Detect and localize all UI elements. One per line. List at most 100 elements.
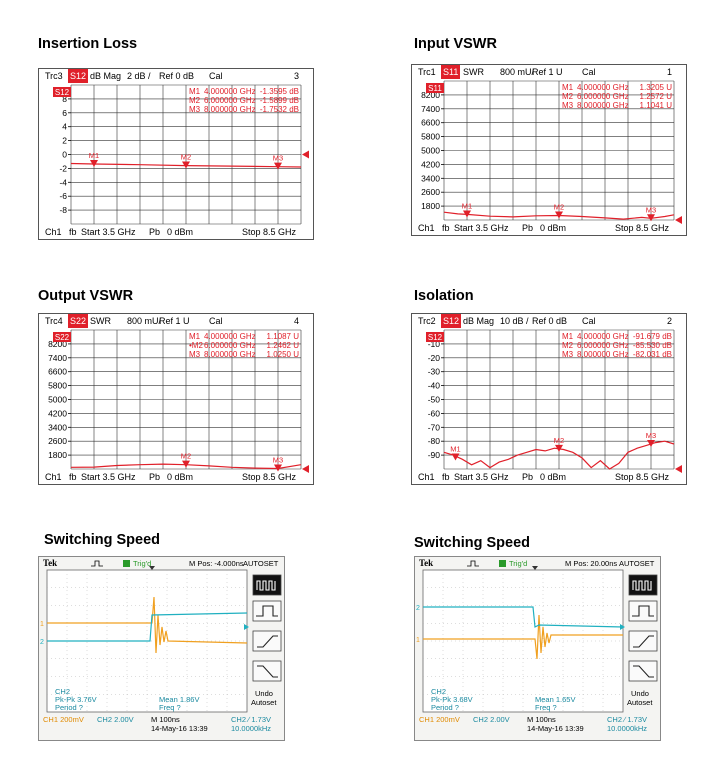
vna-footer-power: 0 dBm [167,472,194,482]
y-tick-label: 4 [62,122,67,132]
y-tick-label: -6 [59,191,67,201]
output-vswr-chart: Trc4 S22 SWR 800 mU/Ref 1 U Cal 4 Ch1 fb Start 3… [38,313,314,485]
vna-header-trc: Trc1 [418,67,436,77]
scope-autoset-button[interactable]: Autoset [251,698,277,707]
scope-brand: Tek [43,558,58,568]
y-tick-label: -80 [428,436,441,446]
scope-1-graphics: 12 [40,560,282,713]
scope-freq: Freq ? [535,703,557,712]
vna-header-param: S12 [68,69,89,83]
marker-triangle [182,460,190,468]
scope-autoset-button[interactable]: Autoset [627,698,653,707]
grid [70,329,302,470]
vna-footer-pb: Pb [149,472,161,482]
vna-header-trc: Trc2 [418,316,436,326]
input-vswr-chart: Trc1 S11 SWR 800 mU/Ref 1 U Cal 1 Ch1 fb Start 3… [411,64,687,236]
marker-table-value: -1.7532 dB [260,105,299,114]
vna-plot: 8200 7400 6600 5800 5000 4200 3400 2600 1800 S22 M… [48,329,309,473]
marker-table-freq: 6.000000 GHz [577,341,629,350]
marker-label: M1 [450,444,460,453]
ch1-marker: 1 [40,621,44,628]
marker-table-name: M3 [562,101,574,110]
vna-header-num: 4 [294,316,300,326]
scope-ch2-label: CH2 [431,687,447,696]
trigger-position-marker [532,566,538,570]
vna-footer: Ch1 fb Start 3.5 GHz Pb 0 dBm Stop 8.5 GHz [39,225,313,239]
marker-label: M2 [181,452,191,461]
y-tick-label: 5000 [48,395,67,405]
scope-trig-status: Trig'd [509,559,528,568]
vna-header-trc: Trc4 [45,316,63,326]
switching-speed-title-2: Switching Speed [414,535,531,551]
input-vswr-title: Input VSWR [414,36,497,52]
marker-table-freq: 8.000000 GHz [577,101,629,110]
marker-label: M2 [554,202,564,211]
marker-table-name: M3 [189,350,201,359]
vna-header-param: S22 [68,314,89,328]
scope-ch2-scale: CH2 2.00V [97,715,134,724]
vna-header-scale: 10 dB / [500,316,529,326]
marker-triangle [647,214,655,222]
vna-header-fmt: dB Mag [90,71,122,81]
trace-tag-bg [53,332,71,342]
marker-triangle [451,453,460,461]
marker-triangle [647,439,655,447]
scope-undo[interactable]: Undo [631,689,649,698]
trace-tag-label: S11 [428,84,442,93]
marker-table-value: 1.1087 U [267,332,300,341]
vna-header-ref: Ref 0 dB [159,71,195,81]
scope-autoset-label: AUTOSET [243,559,279,568]
marker-triangle [274,464,282,472]
marker-table-value: -91.679 dB [633,332,672,341]
vna-footer-stop: Stop 8.5 GHz [615,472,670,482]
insertion-loss-title: Insertion Loss [38,36,138,52]
y-tick-label: 6600 [421,118,440,128]
scope-undo[interactable]: Undo [255,689,273,698]
y-tick-label: 8 [62,94,67,104]
marker-table-name: M3 [562,350,574,359]
y-tick-label: 5000 [421,146,440,156]
vna-footer: Ch1 fb Start 3.5 GHz Pb 0 dBm Stop 8.5 GHz [39,470,313,484]
y-tick-label: 4200 [421,159,440,169]
vna-header-cal: Cal [582,316,596,326]
vna-footer-start: Start 3.5 GHz [454,223,509,233]
trigger-position-marker [149,566,155,570]
trace-tag: S12 [53,87,71,97]
trace-tag-bg [53,87,71,97]
scope-trig-freq: 10.0000kHz [231,724,272,733]
marker-table-value: 1.3205 U [640,83,673,92]
trigger-level-marker [620,624,625,630]
scope-trig-status: Trig'd [133,559,152,568]
trigger-level-marker [244,624,249,630]
vna-footer-stop: Stop 8.5 GHz [242,472,297,482]
marker-triangle [274,162,282,170]
marker-table-name: M1 [189,332,201,341]
marker-table-value: -85.530 dB [633,341,672,350]
reference-arrow [302,150,309,159]
vna-header-num: 3 [294,71,300,81]
trace-tag-bg [426,332,444,342]
y-tick-label: -8 [59,205,67,215]
y-tick-label: 8200 [48,339,67,349]
y-tick-label: 1800 [421,201,440,211]
vna-footer-pb: Pb [522,223,534,233]
scope-mpos: M Pos: -4.000ns [189,559,244,568]
ch1-marker: 1 [416,637,420,644]
scope-mean: Mean 1.86V [159,695,200,704]
vna-header: Trc1 S11 SWR 800 mU/Ref 1 U Cal 1 [412,65,686,79]
vna-footer-start: Start 3.5 GHz [81,472,136,482]
scope-mpos: M Pos: 20.00ns [565,559,618,568]
y-tick-label: -10 [428,339,441,349]
scope-pkpk: Pk-Pk 3.68V [431,695,473,704]
vna-header: Trc2 S12 dB Mag 10 dB / Ref 0 dB Cal 2 [412,314,686,328]
vna-footer-fb: fb [442,223,450,233]
marker-label: M3 [273,455,283,464]
scope-date: 14-May-16 13:39 [527,724,584,733]
display-mode-icon [633,635,654,648]
pulse-icon [467,560,479,567]
vna-footer-fb: fb [442,472,450,482]
y-tick-label: 5800 [48,381,67,391]
y-tick-label: 2600 [48,436,67,446]
grid [443,329,675,470]
